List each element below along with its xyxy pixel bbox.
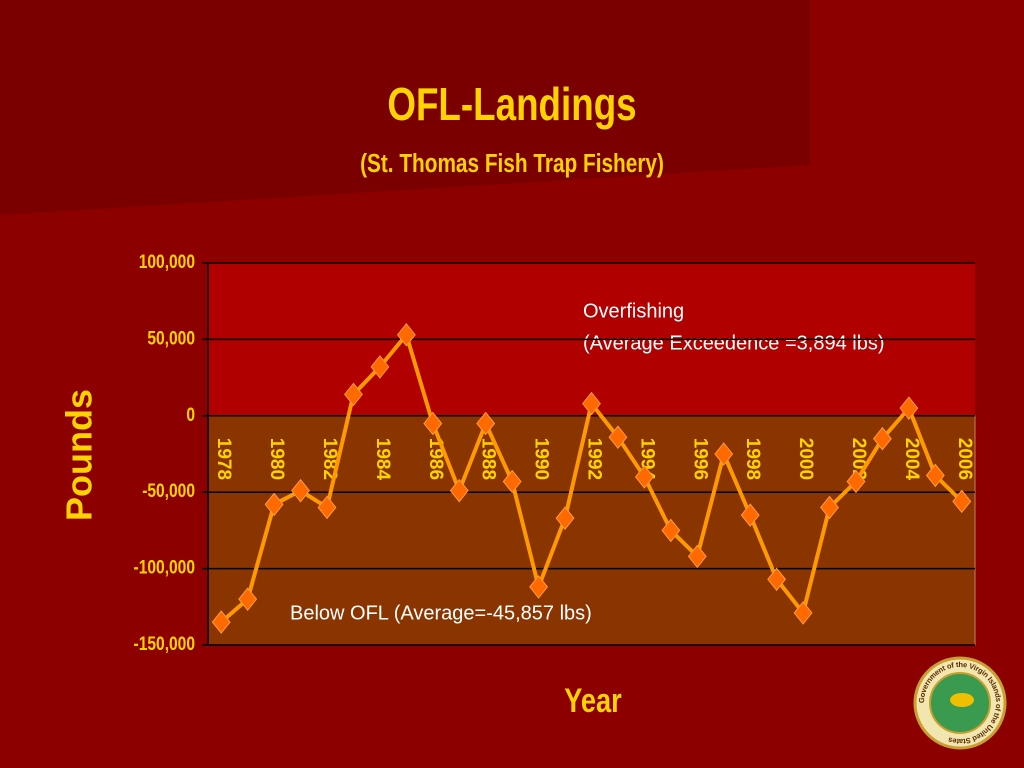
data-point (793, 601, 813, 625)
x-tick-label: 1990 (531, 438, 552, 480)
data-point (264, 492, 284, 517)
y-tick-label: -50,000 (142, 480, 195, 502)
data-point (344, 382, 363, 407)
data-point (317, 495, 337, 520)
data-point (661, 518, 681, 543)
data-point (502, 469, 522, 494)
x-tick-label: 1992 (583, 438, 604, 480)
data-point (449, 478, 469, 503)
data-point (396, 323, 416, 347)
data-point (582, 391, 601, 416)
data-point (291, 478, 311, 503)
annotation: Below OFL (Average=-45,857 lbs) (290, 602, 592, 624)
x-tick-label: 1998 (742, 438, 763, 480)
chart-subtitle: (St. Thomas Fish Trap Fishery) (360, 149, 664, 178)
x-tick-label: 2006 (954, 438, 975, 480)
data-point (476, 411, 496, 436)
plot-lower (207, 415, 976, 646)
data-point (899, 396, 919, 420)
data-point (687, 544, 707, 569)
data-point (767, 567, 787, 592)
data-point (238, 587, 258, 611)
y-tick-label: 50,000 (147, 327, 195, 349)
data-point (529, 575, 549, 599)
data-point (370, 355, 390, 379)
x-tick-label: 1980 (266, 438, 287, 480)
chart-title: OFL-Landings (387, 78, 636, 130)
data-point (608, 425, 628, 449)
logo: Government of the Virgin Islands of the … (913, 656, 1007, 750)
data-point (211, 610, 231, 634)
y-tick-label: -150,000 (134, 633, 195, 655)
data-point (872, 426, 892, 451)
data-point (634, 465, 654, 489)
data-point (952, 489, 972, 514)
annotation: Overfishing (583, 300, 684, 322)
data-point (423, 411, 443, 436)
data-point (925, 463, 945, 488)
x-axis-label: Year (564, 681, 621, 720)
x-tick-label: 2004 (901, 438, 922, 481)
data-point (740, 503, 760, 527)
data-point (846, 469, 866, 494)
x-tick-label: 1988 (478, 438, 499, 480)
x-tick-label: 1978 (213, 438, 234, 480)
x-tick-label: 2000 (795, 438, 816, 480)
y-tick-label: 100,000 (139, 251, 195, 273)
y-axis-label: Pounds (59, 389, 100, 521)
y-tick-label: -100,000 (134, 556, 195, 578)
data-point (714, 442, 734, 466)
x-tick-label: 1996 (689, 438, 710, 480)
x-tick-label: 1984 (372, 438, 393, 481)
y-tick-label: 0 (186, 403, 195, 425)
annotation: (Average Exceedence =3,894 lbs) (583, 332, 885, 354)
logo-bird (950, 693, 974, 707)
data-point (555, 506, 575, 530)
data-point (820, 495, 839, 520)
header-band (0, 0, 810, 215)
